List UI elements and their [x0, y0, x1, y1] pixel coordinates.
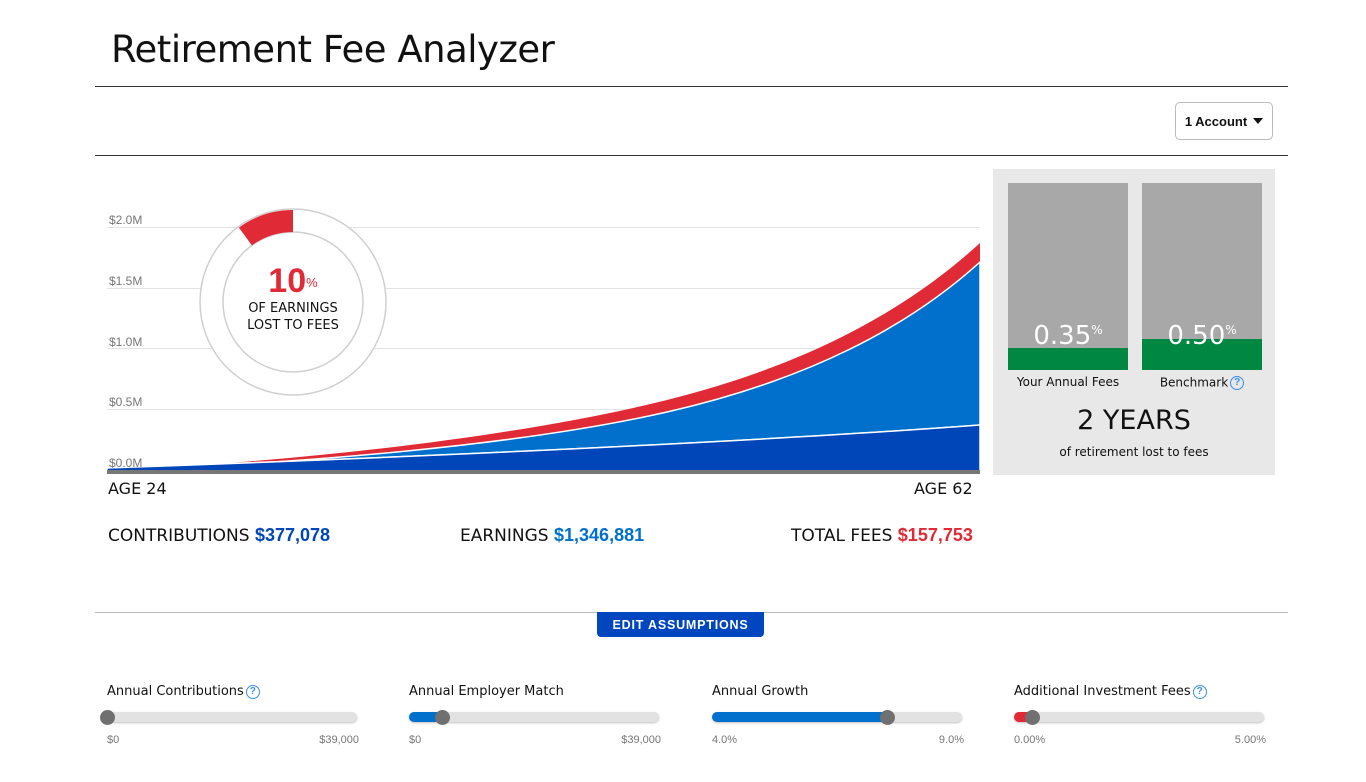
- slider-thumb[interactable]: [880, 710, 895, 725]
- slider-label: Annual Growth: [712, 684, 809, 699]
- your-fees-fill: [1008, 348, 1128, 370]
- earnings-stat: EARNINGS $1,346,881: [460, 525, 645, 546]
- slider-track[interactable]: [100, 710, 357, 725]
- slider-label: Annual Employer Match: [409, 684, 564, 699]
- start-age-label: AGE 24: [108, 479, 167, 498]
- benchmark-label: Benchmark?: [1142, 376, 1262, 390]
- donut-fees-segment: [238, 210, 293, 246]
- y-tick-label: $1.5M: [109, 274, 143, 288]
- slider-thumb[interactable]: [434, 710, 450, 725]
- slider-fill: [409, 712, 442, 722]
- slider-track[interactable]: [409, 710, 659, 725]
- benchmark-fill: [1142, 339, 1262, 370]
- years-lost: 2 YEARS: [1077, 405, 1191, 436]
- balance-area-chart: $2.0M $1.5M $1.0M $0.5M $0.0M: [107, 200, 980, 475]
- your-fees-bar: 0.35%: [1008, 183, 1128, 370]
- slider-min: $0: [409, 734, 422, 746]
- total-fees-value: $157,753: [897, 525, 973, 545]
- slider-min: 0.00%: [1014, 734, 1046, 746]
- help-icon[interactable]: ?: [1230, 376, 1245, 390]
- header-divider: [95, 86, 1288, 87]
- your-fees-value: 0.35%: [1033, 321, 1103, 351]
- annual-contributions-slider[interactable]: Annual Contributions? $0 $39,000: [100, 684, 359, 746]
- slider-label: Annual Contributions: [107, 684, 244, 699]
- caret-down-icon: [1253, 118, 1264, 124]
- years-lost-caption: of retirement lost to fees: [1059, 445, 1209, 459]
- slider-max: 9.0%: [938, 734, 964, 746]
- account-dropdown-label: 1 Account: [1184, 113, 1248, 129]
- fees-area: [107, 243, 980, 470]
- toolbar-divider: [95, 155, 1288, 156]
- donut-label-line2: LOST TO FEES: [247, 318, 339, 333]
- your-fees-label: Your Annual Fees: [1016, 375, 1120, 389]
- earnings-value: $1,346,881: [554, 525, 645, 545]
- slider-max: 5.00%: [1234, 734, 1266, 746]
- slider-fill: [712, 712, 887, 722]
- annual-growth-slider[interactable]: Annual Growth 4.0% 9.0%: [712, 684, 964, 746]
- benchmark-value: 0.50%: [1167, 321, 1237, 351]
- y-tick-label: $0.5M: [109, 395, 143, 409]
- end-age-label: AGE 62: [914, 479, 973, 498]
- contributions-area: [107, 424, 980, 472]
- x-axis-baseline: [107, 470, 980, 474]
- help-icon[interactable]: ?: [1192, 684, 1207, 699]
- contributions-value: $377,078: [254, 525, 331, 545]
- donut-percent: 10%: [268, 262, 318, 300]
- help-icon[interactable]: ?: [245, 684, 260, 699]
- slider-track[interactable]: [1014, 710, 1264, 725]
- benchmark-bar: 0.50%: [1142, 183, 1262, 370]
- slider-thumb[interactable]: [1024, 710, 1040, 725]
- edit-assumptions-button[interactable]: EDIT ASSUMPTIONS: [597, 612, 764, 637]
- y-tick-label: $2.0M: [109, 213, 143, 227]
- slider-min: 4.0%: [712, 734, 738, 746]
- total-fees-stat: TOTAL FEES $157,753: [791, 525, 973, 546]
- slider-thumb[interactable]: [100, 710, 115, 725]
- slider-max: $39,000: [621, 734, 661, 746]
- slider-max: $39,000: [319, 734, 359, 746]
- fees-donut-chart: [199, 208, 387, 396]
- fee-comparison-panel: 0.35% 0.50% Your Annual Fees Benchmark? …: [993, 169, 1275, 475]
- contributions-stat: CONTRIBUTIONS $377,078: [108, 525, 331, 546]
- page-title: Retirement Fee Analyzer: [111, 28, 555, 71]
- y-tick-label: $1.0M: [109, 335, 143, 349]
- donut-center-text: 10% OF EARNINGS LOST TO FEES: [199, 262, 387, 334]
- additional-investment-fees-slider[interactable]: Additional Investment Fees? 0.00% 5.00%: [1014, 684, 1266, 746]
- slider-min: $0: [107, 734, 120, 746]
- account-dropdown[interactable]: 1 Account: [1175, 102, 1273, 140]
- y-tick-label: $0.0M: [109, 456, 143, 470]
- annual-employer-match-slider[interactable]: Annual Employer Match $0 $39,000: [409, 684, 661, 746]
- donut-label-line1: OF EARNINGS: [248, 301, 338, 316]
- slider-fill: [1014, 712, 1032, 722]
- slider-label: Additional Investment Fees: [1014, 684, 1191, 699]
- slider-track[interactable]: [712, 710, 962, 725]
